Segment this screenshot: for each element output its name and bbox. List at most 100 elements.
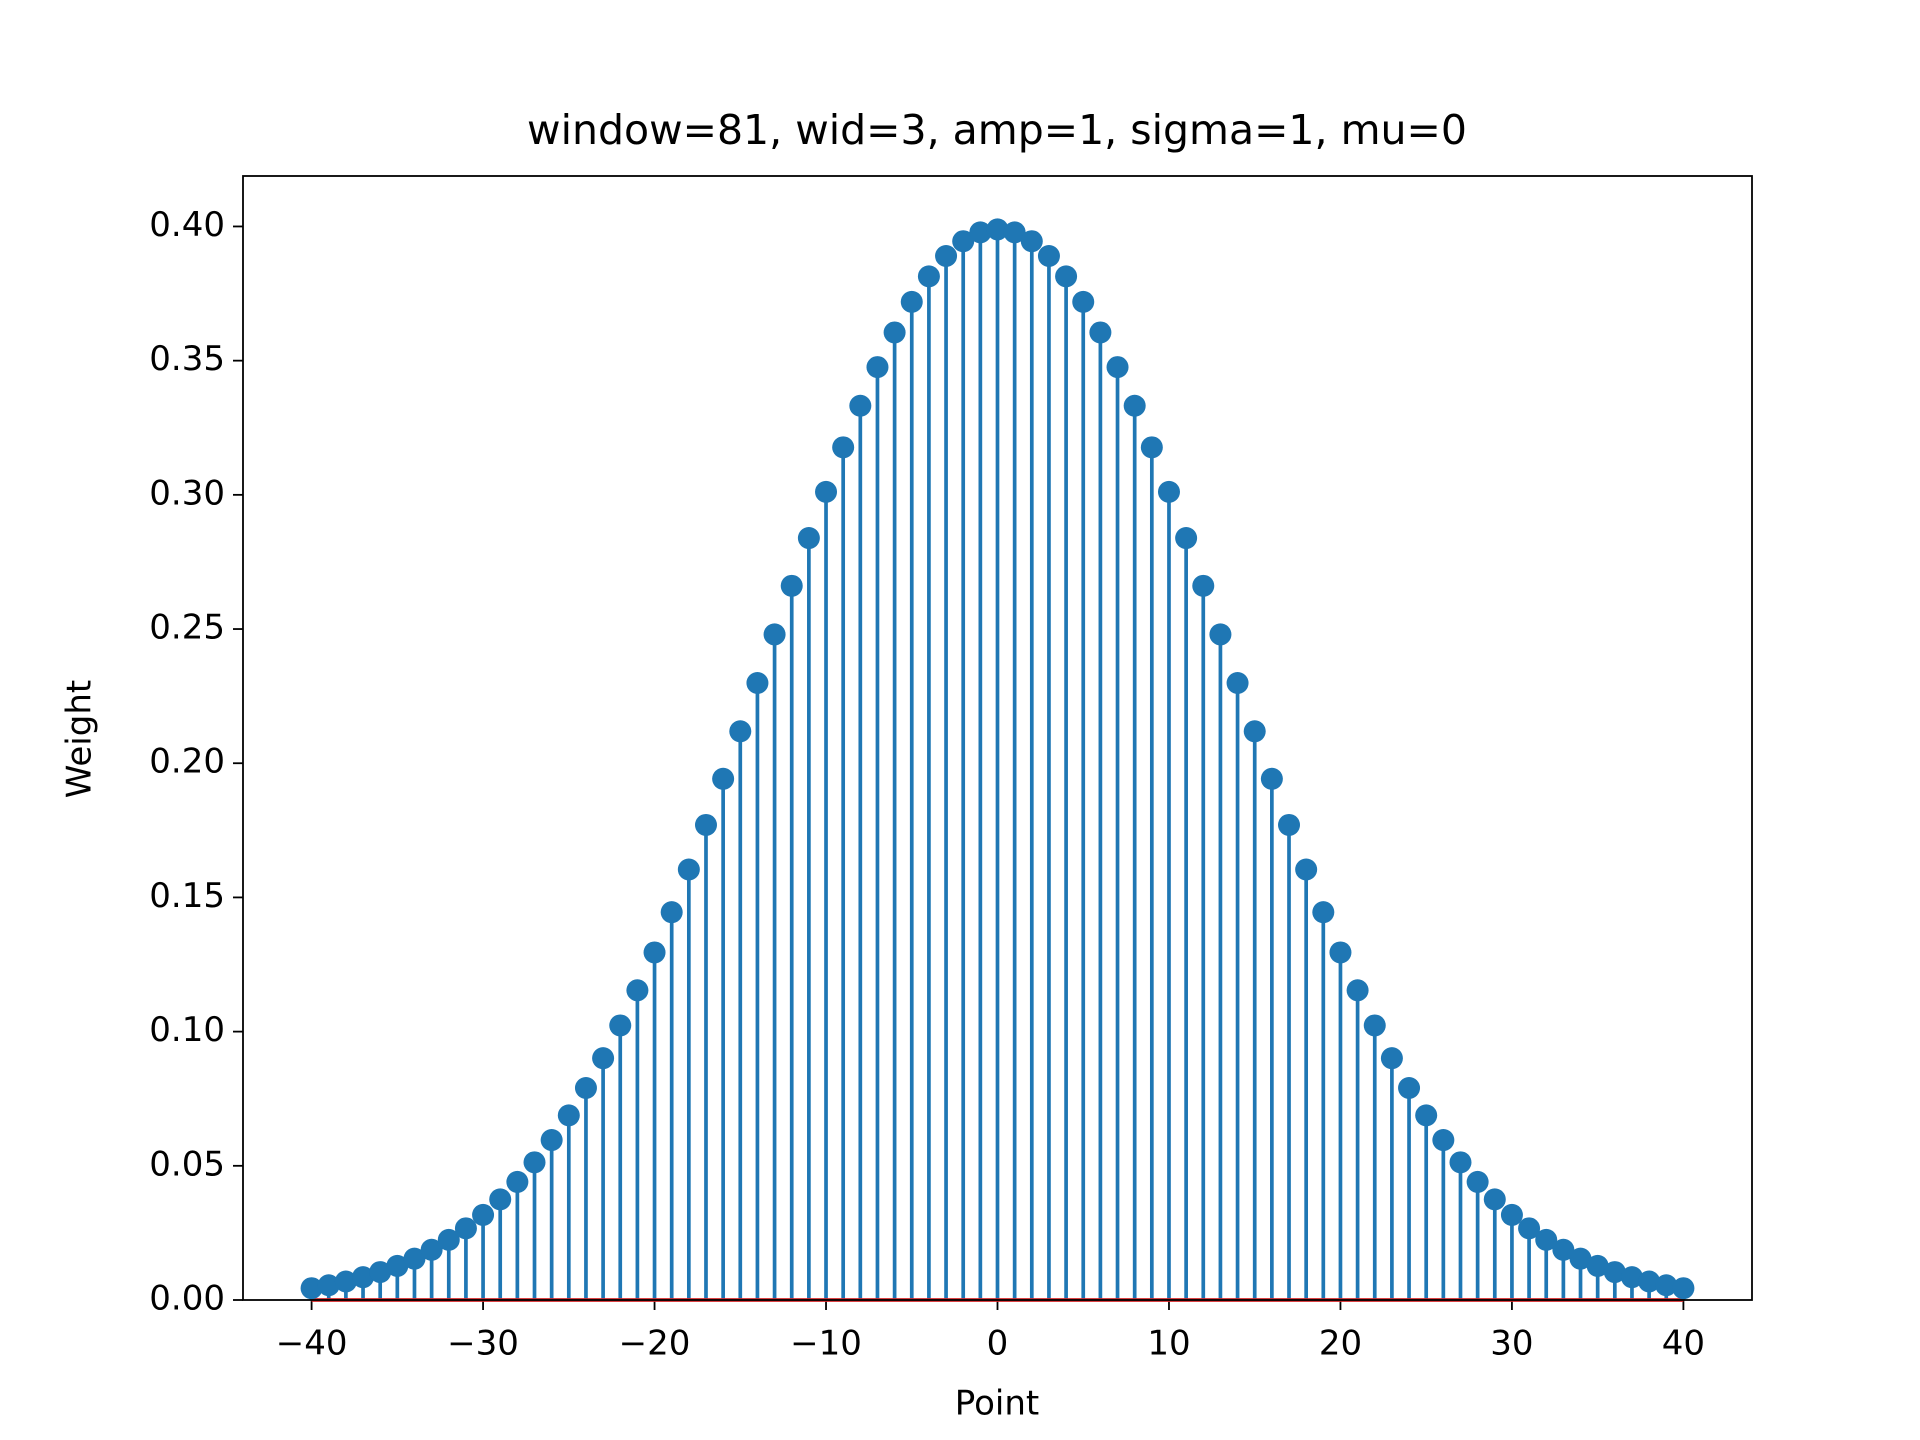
stem-marker [935, 244, 958, 267]
stem-marker [472, 1203, 495, 1226]
x-axis-label: Point [955, 1384, 1039, 1424]
stem-marker [1620, 1266, 1643, 1289]
stem-marker [626, 979, 649, 1002]
y-tick-label: 0.10 [149, 1010, 225, 1050]
stem-marker [883, 321, 906, 344]
stem-marker [1037, 244, 1060, 267]
y-axis-label: Weight [60, 680, 100, 798]
stem-marker [1329, 941, 1352, 964]
stem-marker [1586, 1254, 1609, 1277]
stem-marker [454, 1217, 477, 1240]
stem-marker [1569, 1247, 1592, 1270]
stem-marker [746, 671, 769, 694]
stem-marker [917, 265, 940, 288]
stem-marker [317, 1274, 340, 1297]
stem-marker [866, 356, 889, 379]
stem-marker [1346, 979, 1369, 1002]
stem-marker [1243, 720, 1266, 743]
stem-marker [1500, 1203, 1523, 1226]
y-tick-label: 0.35 [149, 339, 225, 379]
stem-marker [1312, 901, 1335, 924]
stem-marker [403, 1247, 426, 1270]
stem-marker [677, 858, 700, 881]
x-tick-label: −20 [619, 1324, 691, 1364]
y-tick-label: 0.30 [149, 473, 225, 513]
stem-marker [660, 901, 683, 924]
stem-marker [1380, 1047, 1403, 1070]
stem-marker [574, 1076, 597, 1099]
stem-marker [540, 1129, 563, 1152]
stem-marker [352, 1266, 375, 1289]
stem-marker [815, 480, 838, 503]
stem-marker [986, 218, 1009, 241]
stem-marker [437, 1228, 460, 1251]
x-tick-label: 20 [1319, 1324, 1362, 1364]
stem-marker [1003, 221, 1026, 244]
chart-title: window=81, wid=3, amp=1, sigma=1, mu=0 [527, 106, 1467, 154]
stem-marker [849, 394, 872, 417]
stem-marker [420, 1238, 443, 1261]
stem-marker [969, 221, 992, 244]
stem-marker [1055, 265, 1078, 288]
stem-marker [900, 290, 923, 313]
stem-marker [1072, 290, 1095, 313]
stem-marker [1398, 1076, 1421, 1099]
stem-marker [1432, 1129, 1455, 1152]
x-tick-label: −30 [447, 1324, 519, 1364]
stem-marker [1175, 527, 1198, 550]
stem-marker [592, 1047, 615, 1070]
stem-marker [1638, 1270, 1661, 1293]
x-tick-label: −10 [790, 1324, 862, 1364]
stem-marker [1192, 574, 1215, 597]
stem-marker [780, 574, 803, 597]
stem-marker [489, 1188, 512, 1211]
stem-marker [1278, 813, 1301, 836]
y-tick-label: 0.15 [149, 876, 225, 916]
stem-marker [523, 1151, 546, 1174]
x-tick-label: 40 [1662, 1324, 1705, 1364]
stem-marker [506, 1170, 529, 1193]
y-tick-label: 0.40 [149, 205, 225, 245]
stem-marker [1535, 1228, 1558, 1251]
stem-marker [797, 527, 820, 550]
x-tick-label: −40 [276, 1324, 348, 1364]
y-tick-label: 0.20 [149, 742, 225, 782]
stem-marker [1655, 1274, 1678, 1297]
stem-marker [694, 813, 717, 836]
x-tick-label: 10 [1147, 1324, 1190, 1364]
stem-marker [1106, 356, 1129, 379]
stem-marker [1123, 394, 1146, 417]
stem-marker [1672, 1277, 1695, 1300]
stem-marker [729, 720, 752, 743]
stem-marker [1415, 1104, 1438, 1127]
stem-marker [1226, 671, 1249, 694]
stem-marker [1363, 1014, 1386, 1037]
stem-marker [1157, 480, 1180, 503]
stem-marker [1020, 230, 1043, 253]
y-tick-label: 0.00 [149, 1279, 225, 1319]
stem-marker [1518, 1217, 1541, 1240]
stem-marker [1260, 767, 1283, 790]
stem-marker [1209, 623, 1232, 646]
stem-marker [952, 230, 975, 253]
plot-frame [242, 175, 1753, 1301]
stem-marker [712, 767, 735, 790]
y-tick-label: 0.25 [149, 608, 225, 648]
stem-marker [1466, 1170, 1489, 1193]
stem-marker [609, 1014, 632, 1037]
stem-marker [1552, 1238, 1575, 1261]
x-tick-label: 30 [1490, 1324, 1533, 1364]
stem-marker [1140, 436, 1163, 459]
stem-marker [1603, 1261, 1626, 1284]
stem-marker [763, 623, 786, 646]
stem-marker [1089, 321, 1112, 344]
x-tick-label: 0 [987, 1324, 1009, 1364]
stem-marker [334, 1270, 357, 1293]
stem-marker [1449, 1151, 1472, 1174]
stem-marker [643, 941, 666, 964]
stem-marker [300, 1277, 323, 1300]
stem-marker [386, 1254, 409, 1277]
stem-marker [1295, 858, 1318, 881]
